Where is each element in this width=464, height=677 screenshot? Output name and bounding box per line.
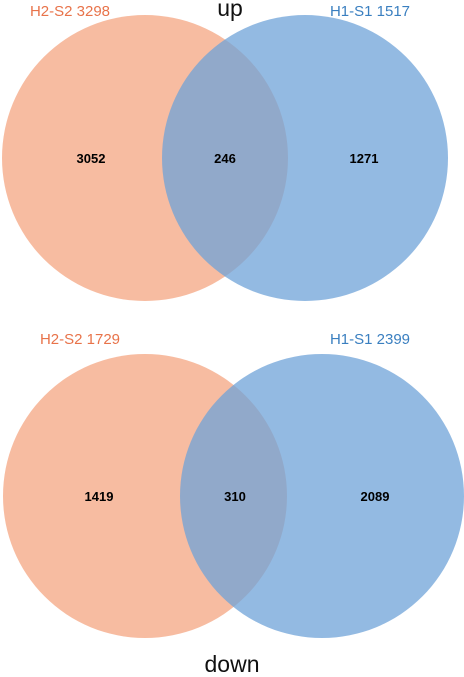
set-label-h1-s1-up: H1-S1 1517 bbox=[330, 3, 410, 20]
panel-title-down: down bbox=[205, 651, 260, 677]
venn-panel-down: H2-S2 1729 H1-S1 2399 1419 310 2089 down bbox=[3, 331, 464, 677]
set-circle-h1-s1-down bbox=[180, 354, 464, 638]
panel-title-up: up bbox=[217, 0, 243, 21]
count-h2-s2-only-up: 3052 bbox=[77, 151, 106, 166]
count-h1-s1-only-down: 2089 bbox=[361, 489, 390, 504]
set-label-h1-s1-down: H1-S1 2399 bbox=[330, 331, 410, 348]
count-intersection-up: 246 bbox=[214, 151, 236, 166]
count-intersection-down: 310 bbox=[224, 489, 246, 504]
count-h2-s2-only-down: 1419 bbox=[85, 489, 114, 504]
set-label-h2-s2-down: H2-S2 1729 bbox=[40, 331, 120, 348]
count-h1-s1-only-up: 1271 bbox=[350, 151, 379, 166]
venn-panel-up: H2-S2 3298 up H1-S1 1517 3052 246 1271 bbox=[2, 0, 448, 301]
set-circle-h1-s1-up bbox=[162, 15, 448, 301]
set-label-h2-s2-up: H2-S2 3298 bbox=[30, 3, 110, 20]
